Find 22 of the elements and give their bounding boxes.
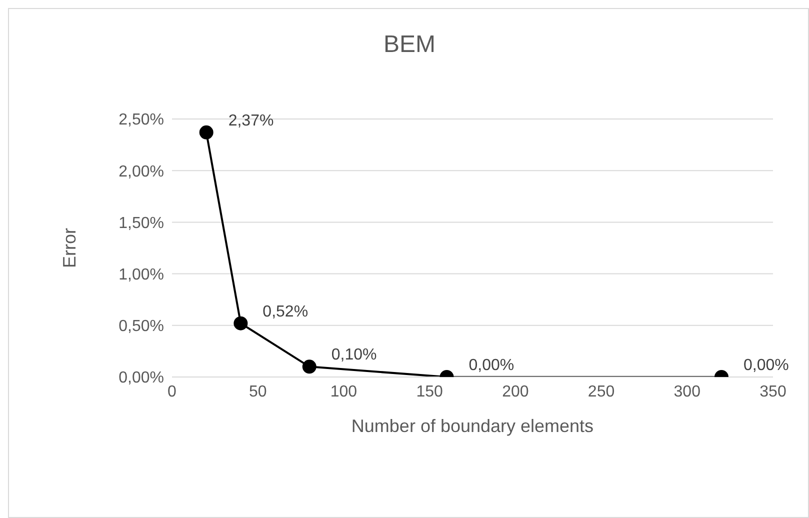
x-tick-label: 150 [416, 383, 444, 400]
x-tick-label: 250 [588, 383, 615, 400]
data-label: 0,00% [468, 357, 514, 374]
y-tick-label: 0,50% [118, 318, 164, 336]
x-tick-label: 100 [330, 383, 358, 400]
chart-title: BEM [382, 31, 436, 59]
x-tick-label: 350 [760, 383, 786, 400]
y-tick-label: 2,50% [118, 112, 164, 129]
y-tick-label: 0,00% [118, 370, 164, 387]
data-label: 2,37% [228, 112, 274, 130]
x-tick-label: 0 [168, 383, 177, 400]
data-label: 0,52% [262, 303, 308, 320]
data-label: 0,10% [331, 346, 377, 364]
y-tick-label: 1,50% [118, 214, 164, 232]
y-axis-title: Error [59, 228, 80, 268]
x-axis-title: Number of boundary elements [351, 416, 594, 436]
x-tick-label: 300 [674, 383, 701, 400]
data-label: 0,00% [743, 357, 789, 374]
y-tick-label: 2,00% [118, 163, 164, 180]
x-tick-label: 200 [502, 383, 529, 400]
y-tick-label: 1,00% [118, 266, 164, 284]
x-tick-label: 50 [248, 383, 267, 400]
